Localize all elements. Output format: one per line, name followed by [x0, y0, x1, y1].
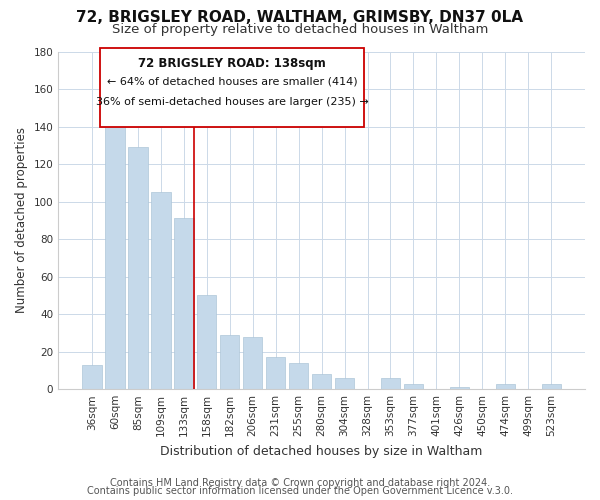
Y-axis label: Number of detached properties: Number of detached properties: [15, 128, 28, 314]
Bar: [105, 108, 125, 389]
Bar: [243, 336, 262, 389]
Bar: [496, 384, 515, 389]
X-axis label: Distribution of detached houses by size in Waltham: Distribution of detached houses by size …: [160, 444, 483, 458]
Bar: [174, 218, 194, 389]
Bar: [404, 384, 423, 389]
Bar: [335, 378, 355, 389]
Bar: [197, 296, 217, 389]
Bar: [266, 358, 286, 389]
Bar: [449, 388, 469, 389]
Text: ← 64% of detached houses are smaller (414): ← 64% of detached houses are smaller (41…: [107, 77, 358, 87]
Text: Contains public sector information licensed under the Open Government Licence v.: Contains public sector information licen…: [87, 486, 513, 496]
Text: Size of property relative to detached houses in Waltham: Size of property relative to detached ho…: [112, 22, 488, 36]
Bar: [151, 192, 170, 389]
Bar: [128, 147, 148, 389]
Bar: [312, 374, 331, 389]
Bar: [542, 384, 561, 389]
Bar: [381, 378, 400, 389]
Text: Contains HM Land Registry data © Crown copyright and database right 2024.: Contains HM Land Registry data © Crown c…: [110, 478, 490, 488]
Text: 72 BRIGSLEY ROAD: 138sqm: 72 BRIGSLEY ROAD: 138sqm: [138, 56, 326, 70]
Text: 36% of semi-detached houses are larger (235) →: 36% of semi-detached houses are larger (…: [95, 97, 368, 107]
Bar: [220, 335, 239, 389]
Bar: [82, 365, 101, 389]
FancyBboxPatch shape: [100, 48, 364, 128]
Bar: [289, 363, 308, 389]
Text: 72, BRIGSLEY ROAD, WALTHAM, GRIMSBY, DN37 0LA: 72, BRIGSLEY ROAD, WALTHAM, GRIMSBY, DN3…: [77, 10, 523, 25]
